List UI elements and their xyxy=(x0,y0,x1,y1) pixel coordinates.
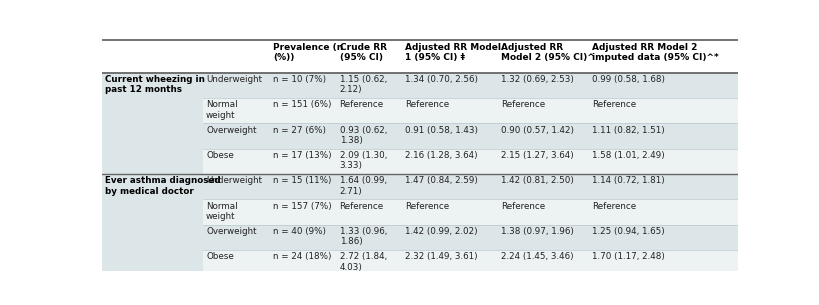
Text: Reference: Reference xyxy=(339,100,383,109)
Text: Reference: Reference xyxy=(591,202,636,211)
Text: 1.47 (0.84, 2.59): 1.47 (0.84, 2.59) xyxy=(405,176,477,185)
Text: n = 17 (13%): n = 17 (13%) xyxy=(273,151,331,160)
Text: n = 27 (6%): n = 27 (6%) xyxy=(273,126,325,135)
Text: n = 40 (9%): n = 40 (9%) xyxy=(273,227,325,236)
Bar xyxy=(102,123,202,149)
Bar xyxy=(102,98,202,123)
Text: Overweight: Overweight xyxy=(206,227,256,236)
Bar xyxy=(102,73,202,98)
Text: n = 157 (7%): n = 157 (7%) xyxy=(273,202,331,211)
Text: 1.64 (0.99,
2.71): 1.64 (0.99, 2.71) xyxy=(339,176,387,196)
Text: Reference: Reference xyxy=(405,100,449,109)
Text: 1.14 (0.72, 1.81): 1.14 (0.72, 1.81) xyxy=(591,176,663,185)
Text: n = 15 (11%): n = 15 (11%) xyxy=(273,176,331,185)
Text: 1.32 (0.69, 2.53): 1.32 (0.69, 2.53) xyxy=(500,75,573,84)
Text: Overweight: Overweight xyxy=(206,126,256,135)
Text: 2.32 (1.49, 3.61): 2.32 (1.49, 3.61) xyxy=(405,253,477,261)
Text: Underweight: Underweight xyxy=(206,75,262,84)
Text: Reference: Reference xyxy=(339,202,383,211)
Text: 1.15 (0.62,
2.12): 1.15 (0.62, 2.12) xyxy=(339,75,387,94)
Text: 0.99 (0.58, 1.68): 0.99 (0.58, 1.68) xyxy=(591,75,664,84)
Bar xyxy=(202,98,737,123)
Text: 1.42 (0.99, 2.02): 1.42 (0.99, 2.02) xyxy=(405,227,477,236)
Text: 1.42 (0.81, 2.50): 1.42 (0.81, 2.50) xyxy=(500,176,573,185)
Text: Current wheezing in
past 12 months: Current wheezing in past 12 months xyxy=(105,75,205,94)
Text: n = 24 (18%): n = 24 (18%) xyxy=(273,253,331,261)
Text: 0.90 (0.57, 1.42): 0.90 (0.57, 1.42) xyxy=(500,126,573,135)
Bar xyxy=(102,199,202,225)
Bar xyxy=(102,250,202,275)
Text: 2.72 (1.84,
4.03): 2.72 (1.84, 4.03) xyxy=(339,253,387,272)
Text: 1.58 (1.01, 2.49): 1.58 (1.01, 2.49) xyxy=(591,151,663,160)
Text: 1.38 (0.97, 1.96): 1.38 (0.97, 1.96) xyxy=(500,227,573,236)
Bar xyxy=(202,73,737,98)
Text: Reference: Reference xyxy=(500,100,545,109)
Text: n = 151 (6%): n = 151 (6%) xyxy=(273,100,331,109)
Text: 1.34 (0.70, 2.56): 1.34 (0.70, 2.56) xyxy=(405,75,477,84)
Text: n = 10 (7%): n = 10 (7%) xyxy=(273,75,325,84)
Text: Obese: Obese xyxy=(206,151,233,160)
Text: Underweight: Underweight xyxy=(206,176,262,185)
Bar xyxy=(102,174,202,199)
Text: Adjusted RR Model
1 (95% CI) ‡: Adjusted RR Model 1 (95% CI) ‡ xyxy=(405,43,500,62)
Text: 2.16 (1.28, 3.64): 2.16 (1.28, 3.64) xyxy=(405,151,477,160)
Text: Reference: Reference xyxy=(500,202,545,211)
Text: Adjusted RR
Model 2 (95% CI)^: Adjusted RR Model 2 (95% CI)^ xyxy=(500,43,594,62)
Text: 1.33 (0.96,
1.86): 1.33 (0.96, 1.86) xyxy=(339,227,387,246)
Bar xyxy=(202,250,737,275)
Bar xyxy=(202,149,737,174)
Text: Prevalence (n
(%)): Prevalence (n (%)) xyxy=(273,43,342,62)
Text: 1.11 (0.82, 1.51): 1.11 (0.82, 1.51) xyxy=(591,126,663,135)
Text: 2.09 (1.30,
3.33): 2.09 (1.30, 3.33) xyxy=(339,151,387,170)
Text: Obese: Obese xyxy=(206,253,233,261)
Text: Adjusted RR Model 2
imputed data (95% CI)^*: Adjusted RR Model 2 imputed data (95% CI… xyxy=(591,43,717,62)
Text: 1.70 (1.17, 2.48): 1.70 (1.17, 2.48) xyxy=(591,253,664,261)
Bar xyxy=(102,149,202,174)
Text: 0.91 (0.58, 1.43): 0.91 (0.58, 1.43) xyxy=(405,126,477,135)
Text: 2.24 (1.45, 3.46): 2.24 (1.45, 3.46) xyxy=(500,253,572,261)
Text: Normal
weight: Normal weight xyxy=(206,100,238,120)
Bar xyxy=(102,40,737,73)
Text: 2.15 (1.27, 3.64): 2.15 (1.27, 3.64) xyxy=(500,151,573,160)
Bar xyxy=(202,174,737,199)
Bar xyxy=(202,225,737,250)
Text: Crude RR
(95% CI): Crude RR (95% CI) xyxy=(339,43,386,62)
Text: Reference: Reference xyxy=(405,202,449,211)
Text: Normal
weight: Normal weight xyxy=(206,202,238,221)
Bar xyxy=(202,199,737,225)
Text: Ever asthma diagnosed
by medical doctor: Ever asthma diagnosed by medical doctor xyxy=(105,176,220,196)
Bar xyxy=(202,123,737,149)
Bar xyxy=(102,225,202,250)
Text: Reference: Reference xyxy=(591,100,636,109)
Text: 0.93 (0.62,
1.38): 0.93 (0.62, 1.38) xyxy=(339,126,387,145)
Text: 1.25 (0.94, 1.65): 1.25 (0.94, 1.65) xyxy=(591,227,663,236)
